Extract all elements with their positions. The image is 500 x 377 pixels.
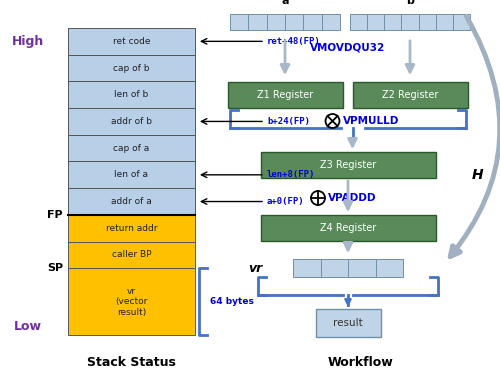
- Bar: [350, 14, 367, 30]
- Text: Workflow: Workflow: [327, 357, 393, 369]
- Text: a: a: [281, 0, 289, 6]
- Text: vr: vr: [248, 262, 262, 274]
- Text: return addr: return addr: [106, 224, 157, 233]
- Bar: [68, 28, 195, 55]
- Text: 64 bytes: 64 bytes: [210, 297, 254, 306]
- Text: Z1 Register: Z1 Register: [257, 90, 313, 100]
- Bar: [376, 259, 403, 277]
- Bar: [68, 268, 195, 335]
- Text: addr of a: addr of a: [111, 197, 152, 206]
- Text: cap of b: cap of b: [113, 64, 150, 72]
- Text: SP: SP: [47, 263, 63, 273]
- Bar: [384, 14, 402, 30]
- Bar: [316, 309, 380, 337]
- Text: b: b: [406, 0, 414, 6]
- Bar: [68, 215, 195, 242]
- Text: H: H: [472, 168, 484, 182]
- Text: VPADDD: VPADDD: [328, 193, 376, 203]
- Text: result: result: [333, 318, 363, 328]
- Bar: [320, 259, 348, 277]
- Text: ret code: ret code: [113, 37, 150, 46]
- Text: len+8(FP): len+8(FP): [267, 170, 316, 179]
- Text: Low: Low: [14, 320, 42, 334]
- Text: High: High: [12, 35, 44, 48]
- Bar: [322, 14, 340, 30]
- Bar: [304, 14, 322, 30]
- Text: vr
(vector
result): vr (vector result): [116, 287, 148, 317]
- Text: a+0(FP): a+0(FP): [267, 197, 304, 206]
- Bar: [436, 14, 453, 30]
- Bar: [293, 259, 320, 277]
- Text: cap of a: cap of a: [114, 144, 150, 153]
- Bar: [260, 215, 436, 241]
- Bar: [228, 82, 342, 108]
- Bar: [367, 14, 384, 30]
- Bar: [230, 14, 248, 30]
- Bar: [260, 152, 436, 178]
- Bar: [248, 14, 266, 30]
- Bar: [68, 242, 195, 268]
- Text: Z4 Register: Z4 Register: [320, 223, 376, 233]
- Bar: [68, 55, 195, 81]
- Text: Stack Status: Stack Status: [87, 357, 176, 369]
- Text: Z3 Register: Z3 Register: [320, 160, 376, 170]
- Bar: [418, 14, 436, 30]
- Bar: [266, 14, 285, 30]
- Text: b+24(FP): b+24(FP): [267, 117, 310, 126]
- Bar: [68, 81, 195, 108]
- Bar: [68, 108, 195, 135]
- Bar: [348, 259, 376, 277]
- Bar: [285, 14, 304, 30]
- Text: len of b: len of b: [114, 90, 148, 99]
- Text: Z2 Register: Z2 Register: [382, 90, 438, 100]
- Text: len of a: len of a: [114, 170, 148, 179]
- Bar: [352, 82, 468, 108]
- Bar: [402, 14, 418, 30]
- Text: FP: FP: [47, 210, 63, 220]
- Text: VPMULLD: VPMULLD: [342, 116, 399, 126]
- Text: ret+48(FP): ret+48(FP): [267, 37, 321, 46]
- Bar: [68, 135, 195, 161]
- Text: VMOVDQU32: VMOVDQU32: [310, 42, 386, 52]
- Text: caller BP: caller BP: [112, 250, 151, 259]
- Bar: [68, 161, 195, 188]
- Bar: [68, 188, 195, 215]
- Text: addr of b: addr of b: [111, 117, 152, 126]
- Bar: [453, 14, 470, 30]
